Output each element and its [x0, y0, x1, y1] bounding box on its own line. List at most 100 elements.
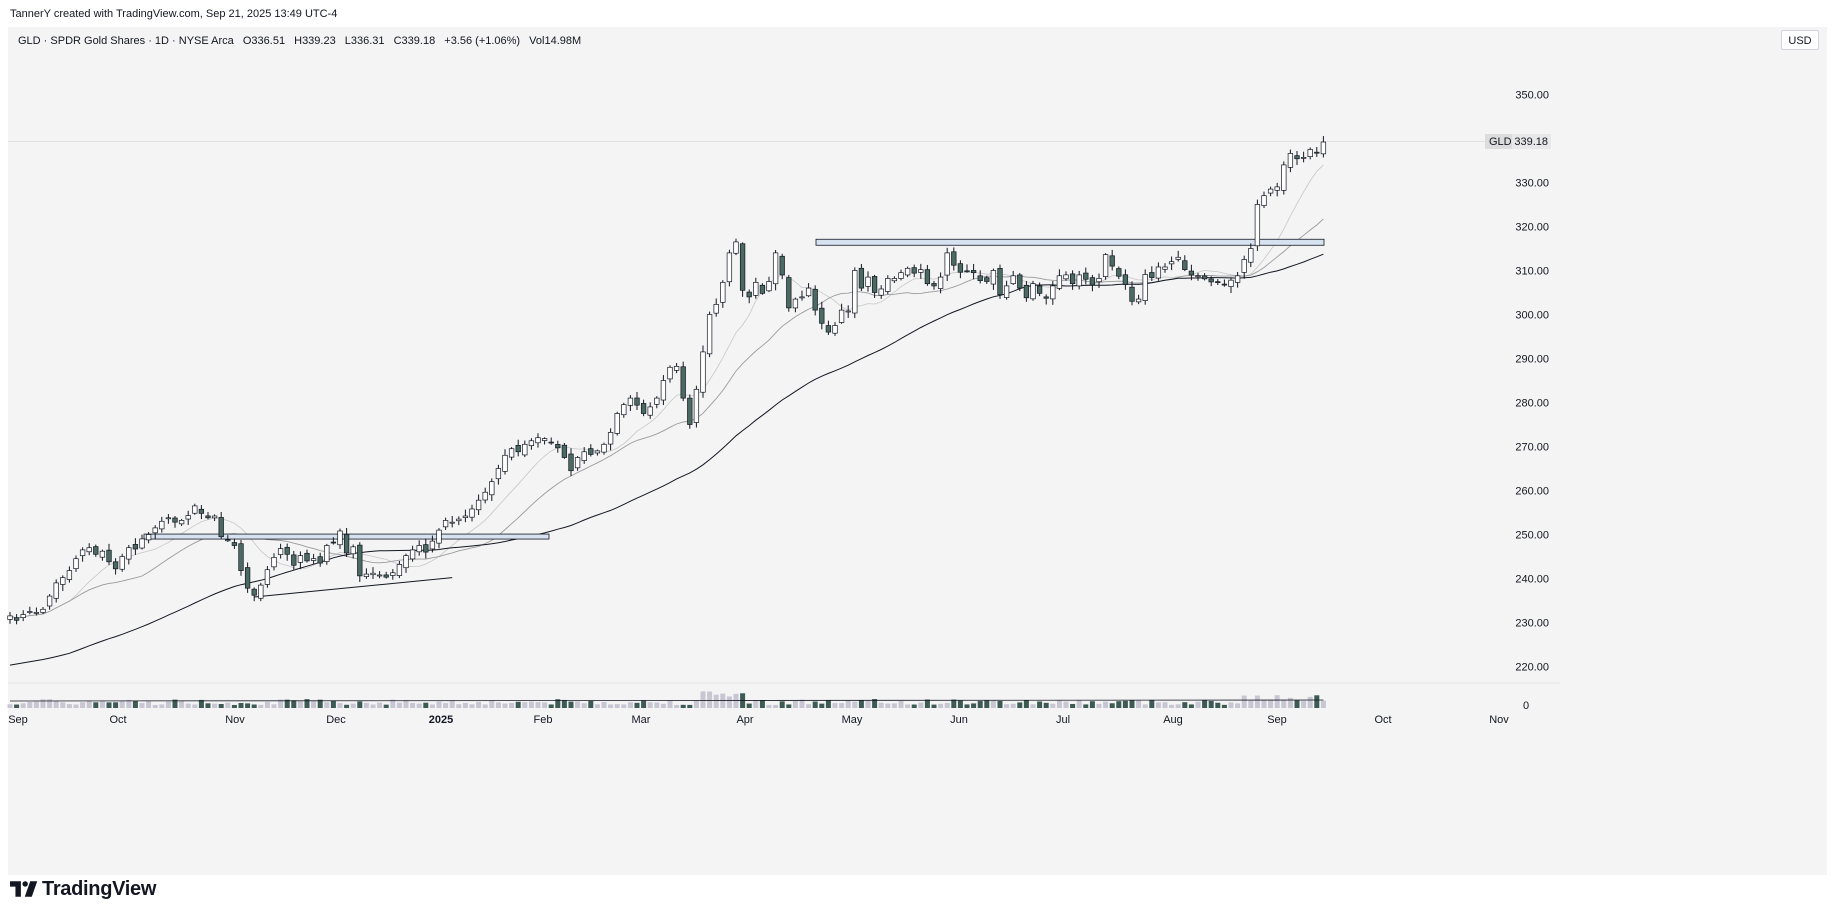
candle-body: [918, 269, 924, 273]
candle-body: [403, 555, 409, 569]
volume-bar: [304, 699, 310, 708]
chart-pane[interactable]: GLD · SPDR Gold Shares · 1D · NYSE Arca …: [8, 27, 1827, 875]
x-tick-label: Jul: [1056, 714, 1070, 726]
candle-body: [508, 448, 515, 458]
candle-body: [423, 544, 429, 553]
candle-body: [145, 534, 152, 541]
candle-body: [469, 508, 475, 518]
candle-body: [310, 558, 317, 561]
volume-bar: [489, 700, 495, 708]
candle-body: [1149, 272, 1155, 278]
candle-body: [1168, 261, 1175, 265]
y-tick-label: 330.00: [1515, 178, 1549, 190]
volume-bar: [245, 703, 251, 708]
candle-body: [1234, 275, 1241, 283]
candle-body: [456, 518, 462, 522]
candle-body: [1043, 296, 1049, 299]
volume-bar: [231, 704, 237, 708]
candle-body: [79, 549, 86, 557]
candle-body: [1215, 281, 1221, 283]
candle-body: [271, 557, 277, 568]
currency-button[interactable]: USD: [1781, 30, 1819, 50]
volume-bar: [1023, 700, 1029, 708]
volume-bar: [548, 704, 554, 708]
candle-body: [858, 267, 865, 289]
volume-bar: [977, 701, 983, 708]
y-tick-label: 230.00: [1515, 618, 1549, 630]
volume-bar: [594, 704, 600, 708]
candle-body: [251, 588, 257, 596]
volume-bar: [753, 699, 759, 708]
close-value: C339.18: [393, 35, 436, 47]
volume-bar: [390, 699, 396, 708]
volume-bar: [766, 704, 772, 708]
candle-body: [627, 397, 634, 406]
volume-bar: [1089, 701, 1095, 708]
volume-bar: [1202, 700, 1208, 708]
candle-body: [1122, 274, 1129, 285]
volume-bar: [1261, 700, 1267, 708]
volume-bar: [449, 700, 455, 708]
tradingview-brand[interactable]: TradingView: [10, 876, 156, 902]
y-tick-label: 290.00: [1515, 354, 1549, 366]
volume-bar: [885, 703, 891, 708]
volume-bar: [159, 704, 165, 708]
volume-bar: [1320, 700, 1326, 708]
volume-bar: [568, 701, 574, 708]
candle-body: [1056, 275, 1063, 289]
volume-bar: [410, 702, 416, 708]
volume-bar: [423, 702, 429, 708]
candle-body: [931, 283, 937, 287]
volume-bar: [27, 702, 33, 708]
candle-body: [343, 533, 350, 554]
volume-bar: [542, 702, 548, 708]
candle-body: [614, 413, 620, 434]
y-tick-label: 300.00: [1515, 310, 1549, 322]
candle-body: [739, 243, 746, 291]
candle-body: [165, 517, 172, 520]
volume-bar: [555, 699, 561, 708]
volume-bar: [20, 703, 26, 708]
candle-body: [885, 278, 891, 292]
candle-body: [852, 270, 858, 314]
price-tag-ticker: GLD: [1489, 136, 1512, 148]
volume-bar: [271, 704, 277, 708]
volume-ma-line: [9, 699, 1324, 702]
open-value: O336.51: [242, 35, 286, 47]
volume-bar: [456, 704, 462, 708]
volume-bar: [350, 703, 356, 708]
candle-body: [601, 443, 607, 453]
candle-body: [535, 437, 541, 444]
candle-body: [185, 515, 191, 520]
candle-body: [27, 611, 33, 613]
volume-bar: [984, 700, 990, 708]
volume-bar: [429, 704, 435, 708]
candle-body: [528, 440, 535, 446]
candle-body: [225, 539, 231, 542]
candle-body: [1267, 188, 1274, 194]
y-tick-label: 250.00: [1515, 530, 1549, 542]
candle-body: [502, 454, 508, 472]
volume-bar: [1122, 700, 1128, 708]
volume-bar: [330, 700, 336, 708]
candle-body: [845, 310, 851, 313]
candle-body: [383, 574, 389, 578]
candle-body: [1228, 279, 1234, 287]
candle-body: [192, 505, 198, 514]
volume-bar: [627, 702, 633, 708]
candle-body: [713, 304, 719, 314]
volume-bar: [317, 699, 323, 708]
candle-body: [660, 380, 667, 401]
candle-body: [86, 547, 92, 553]
volume-bar: [938, 703, 944, 708]
candle-body: [46, 595, 53, 607]
candle-body: [706, 314, 713, 355]
volume-bar: [132, 700, 138, 708]
candle-body: [1195, 275, 1201, 278]
candle-body: [1294, 155, 1300, 160]
volume-bar: [1096, 703, 1102, 708]
candle-body: [1102, 254, 1109, 277]
candle-body: [832, 325, 838, 334]
candle-body: [1175, 256, 1181, 260]
candle-body: [99, 550, 106, 558]
